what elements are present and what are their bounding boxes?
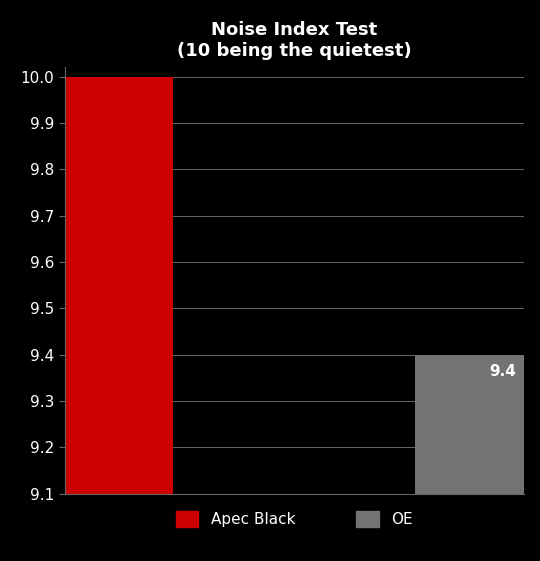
Bar bbox=[0, 77, 173, 494]
Title: Noise Index Test
(10 being the quietest): Noise Index Test (10 being the quietest) bbox=[177, 21, 411, 60]
Bar bbox=[415, 355, 540, 494]
Text: 9.4: 9.4 bbox=[489, 364, 516, 379]
Legend: Apec Black, OE: Apec Black, OE bbox=[170, 505, 419, 533]
